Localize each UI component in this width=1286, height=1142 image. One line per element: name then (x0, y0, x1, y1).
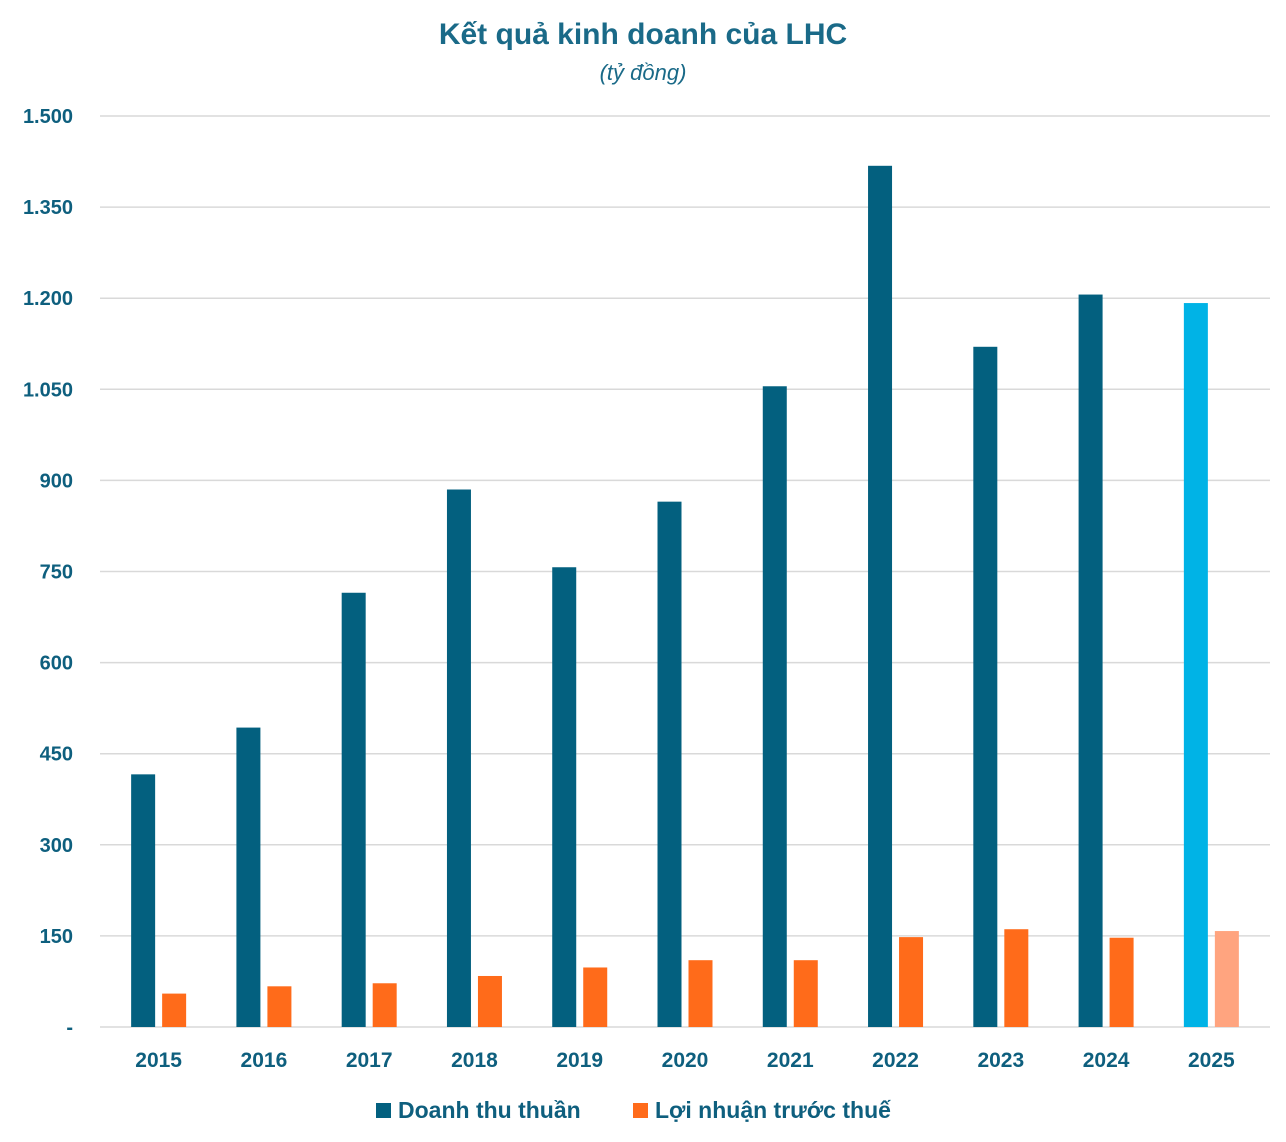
x-tick-label: 2022 (872, 1049, 919, 1072)
bar-loi-nhuan-2016 (267, 986, 292, 1027)
x-axis-ticks: 2015 2016 2017 2018 2019 2020 2021 2022 2023 2024… (135, 1049, 1235, 1072)
gridlines (100, 115, 1270, 1028)
x-tick-label: 2021 (767, 1049, 814, 1072)
chart-title: Kết quả kinh doanh của LHC (439, 18, 847, 51)
bar-doanh-thu-2021 (762, 386, 787, 1028)
bar-doanh-thu-2018 (446, 489, 471, 1027)
legend-label-doanh-thu: Doanh thu thuần (398, 1097, 581, 1123)
bar-loi-nhuan-2024 (1109, 937, 1134, 1027)
bar-loi-nhuan-2023 (1004, 929, 1029, 1027)
x-tick-label: 2015 (135, 1049, 182, 1072)
legend-label-loi-nhuan: Lợi nhuận trước thuế (655, 1097, 891, 1123)
y-tick-label: 300 (40, 835, 73, 857)
bar-loi-nhuan-2020 (688, 960, 713, 1027)
bar-loi-nhuan-2022 (899, 937, 924, 1027)
bar-doanh-thu-2019 (552, 567, 577, 1027)
bar-doanh-thu-2025 (1183, 303, 1208, 1027)
bar-loi-nhuan-2025 (1214, 931, 1239, 1027)
y-tick-label: 900 (40, 470, 73, 492)
y-axis-ticks: - 150 300 450 600 750 900 1.050 1.200 1.350 1.500 (23, 106, 73, 1039)
x-tick-label: 2019 (556, 1049, 603, 1072)
x-tick-label: 2017 (346, 1049, 393, 1072)
y-tick-label: 450 (40, 744, 73, 766)
bar-loi-nhuan-2021 (793, 960, 818, 1027)
bar-doanh-thu-2022 (868, 165, 893, 1027)
legend-swatch-loi-nhuan (633, 1103, 648, 1118)
bar-doanh-thu-2023 (973, 346, 998, 1028)
x-tick-label: 2023 (977, 1049, 1024, 1072)
x-tick-label: 2024 (1083, 1049, 1130, 1072)
y-tick-label: 1.050 (23, 379, 73, 401)
y-tick-label: 600 (40, 653, 73, 675)
y-tick-label: 1.200 (23, 288, 73, 310)
legend: Doanh thu thuần Lợi nhuận trước thuế (376, 1097, 891, 1123)
bar-loi-nhuan-2015 (162, 993, 187, 1027)
x-tick-label: 2016 (241, 1049, 288, 1072)
bar-doanh-thu-2017 (341, 592, 366, 1027)
bars (131, 165, 1239, 1028)
bar-doanh-thu-2016 (236, 727, 261, 1027)
bar-loi-nhuan-2017 (372, 983, 397, 1027)
bar-loi-nhuan-2018 (477, 975, 502, 1027)
x-tick-label: 2018 (451, 1049, 498, 1072)
bar-doanh-thu-2020 (657, 501, 682, 1027)
chart-subtitle: (tỷ đồng) (600, 60, 687, 85)
y-tick-label: 750 (40, 562, 73, 584)
y-tick-label: 150 (40, 926, 73, 948)
y-tick-label: 1.500 (23, 106, 73, 128)
x-tick-label: 2025 (1188, 1049, 1235, 1072)
y-tick-label: 1.350 (23, 197, 73, 219)
y-tick-label: - (66, 1017, 73, 1039)
bar-doanh-thu-2024 (1078, 294, 1103, 1027)
bar-loi-nhuan-2019 (583, 967, 608, 1027)
x-tick-label: 2020 (662, 1049, 709, 1072)
bar-doanh-thu-2015 (131, 774, 156, 1027)
legend-swatch-doanh-thu (376, 1103, 391, 1118)
